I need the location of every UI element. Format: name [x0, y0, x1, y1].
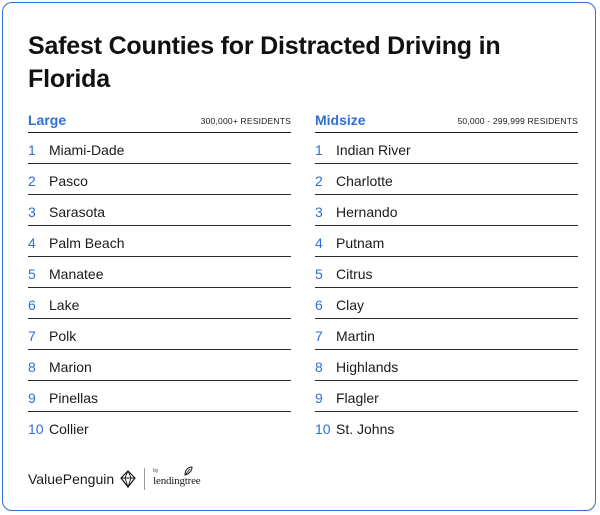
rank-number: 2: [28, 173, 36, 189]
list-item: 10 Collier: [28, 412, 291, 442]
county-name: Polk: [49, 328, 77, 344]
list-item: 7 Martin: [315, 319, 578, 350]
logo-divider: [144, 468, 146, 490]
midsize-counties-column: Midsize 50,000 - 299,999 RESIDENTS 1 Indi…: [315, 110, 578, 442]
rank-number: 3: [315, 204, 323, 220]
list-item: 5 Citrus: [315, 257, 578, 288]
rank-number: 1: [28, 142, 36, 158]
list-item: 3 Sarasota: [28, 195, 291, 226]
page-title: Safest Counties for Distracted Driving i…: [28, 32, 501, 93]
list-item: 6 Lake: [28, 288, 291, 319]
list-item: 3 Hernando: [315, 195, 578, 226]
column-title-large: Large: [28, 112, 67, 128]
rank-number: 2: [315, 173, 323, 189]
list-item: 4 Palm Beach: [28, 226, 291, 257]
list-item: 6 Clay: [315, 288, 578, 319]
county-name: St. Johns: [336, 421, 395, 437]
county-name: Martin: [336, 328, 375, 344]
rank-number: 6: [315, 297, 323, 313]
county-name: Flagler: [336, 390, 379, 406]
infographic-card: Safest Counties for Distracted Driving i…: [2, 2, 596, 511]
list-item: 8 Marion: [28, 350, 291, 381]
list-item: 2 Charlotte: [315, 164, 578, 195]
column-subtitle-large: 300,000+ RESIDENTS: [200, 116, 291, 126]
list-item: 4 Putnam: [315, 226, 578, 257]
rank-number: 5: [315, 266, 323, 282]
rank-number: 8: [28, 359, 36, 375]
county-name: Highlands: [336, 359, 399, 375]
list-item: 1 Indian River: [315, 133, 578, 164]
column-subtitle-midsize: 50,000 - 299,999 RESIDENTS: [457, 116, 578, 126]
list-item: 8 Highlands: [315, 350, 578, 381]
footer-logos: ValuePenguin by lendingtree: [28, 465, 219, 493]
list-item: 7 Polk: [28, 319, 291, 350]
rank-number: 6: [28, 297, 36, 313]
rank-number: 9: [28, 390, 36, 406]
county-name: Pasco: [49, 173, 88, 189]
midsize-counties-list: 1 Indian River 2 Charlotte 3 Hernando 4 Putnam 5…: [315, 133, 578, 442]
county-name: Lake: [49, 297, 80, 313]
rank-number: 3: [28, 204, 36, 220]
county-name: Charlotte: [336, 173, 393, 189]
leaf-icon: [184, 466, 193, 476]
rank-number: 7: [315, 328, 323, 344]
rank-number: 7: [28, 328, 36, 344]
county-name: Indian River: [336, 142, 411, 158]
lendingtree-by-text: by: [153, 468, 159, 474]
county-name: Palm Beach: [49, 235, 125, 251]
list-item: 2 Pasco: [28, 164, 291, 195]
rank-number: 10: [28, 421, 44, 437]
column-header: Large 300,000+ RESIDENTS: [28, 110, 291, 133]
rank-number: 1: [315, 142, 323, 158]
county-name: Marion: [49, 359, 92, 375]
column-title-midsize: Midsize: [315, 112, 366, 128]
county-name: Hernando: [336, 204, 398, 220]
rank-number: 10: [315, 421, 331, 437]
rank-number: 5: [28, 266, 36, 282]
valuepenguin-logo-text: ValuePenguin: [28, 471, 115, 487]
list-item: 5 Manatee: [28, 257, 291, 288]
column-header: Midsize 50,000 - 299,999 RESIDENTS: [315, 110, 578, 133]
list-item: 10 St. Johns: [315, 412, 578, 442]
rank-number: 4: [28, 235, 36, 251]
lendingtree-logo-text: lendingtree: [153, 475, 201, 487]
valuepenguin-diamond-icon: [120, 470, 136, 488]
county-name: Putnam: [336, 235, 385, 251]
lendingtree-logo: by lendingtree: [153, 466, 219, 492]
county-name: Collier: [49, 421, 89, 437]
rank-number: 4: [315, 235, 323, 251]
county-name: Pinellas: [49, 390, 99, 406]
county-name: Sarasota: [49, 204, 106, 220]
list-item: 9 Flagler: [315, 381, 578, 412]
county-name: Clay: [336, 297, 365, 313]
county-name: Manatee: [49, 266, 104, 282]
large-counties-list: 1 Miami-Dade 2 Pasco 3 Sarasota 4 Palm Beach 5 Ma…: [28, 133, 291, 442]
rank-number: 8: [315, 359, 323, 375]
county-name: Miami-Dade: [49, 142, 125, 158]
rank-number: 9: [315, 390, 323, 406]
list-item: 9 Pinellas: [28, 381, 291, 412]
county-name: Citrus: [336, 266, 373, 282]
large-counties-column: Large 300,000+ RESIDENTS 1 Miami-Dade 2 Pas…: [28, 110, 291, 442]
list-item: 1 Miami-Dade: [28, 133, 291, 164]
